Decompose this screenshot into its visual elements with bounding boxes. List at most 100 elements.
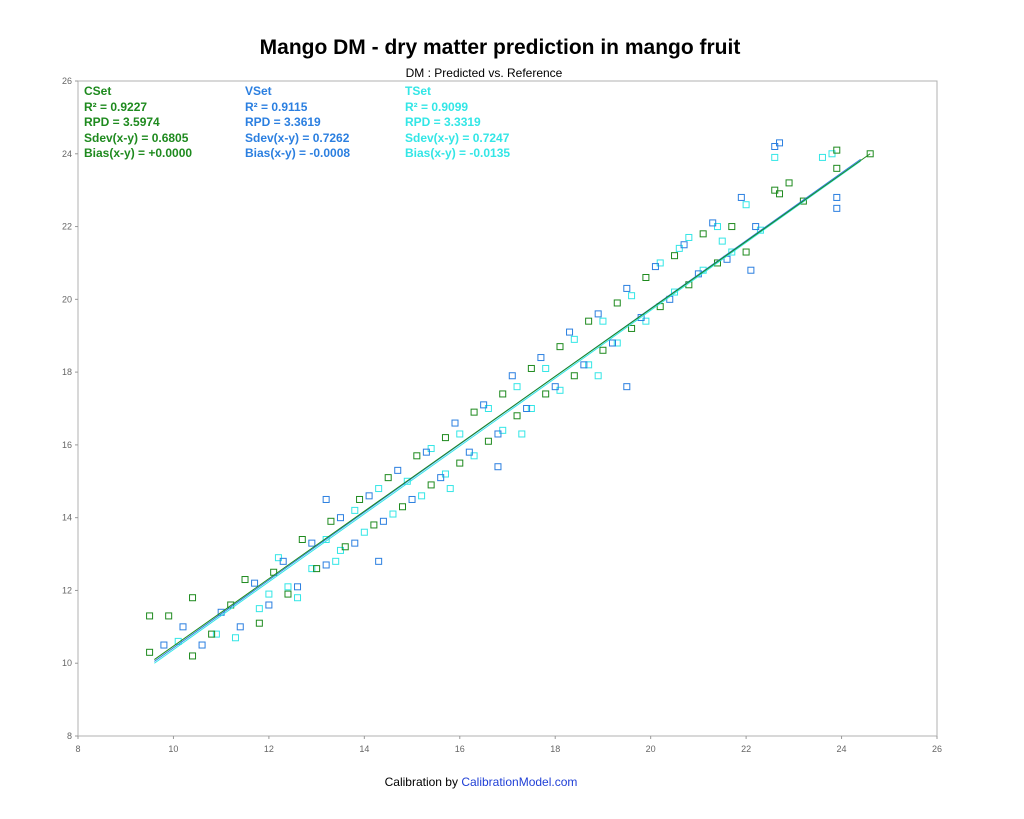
- y-tick-label: 24: [62, 149, 72, 159]
- point-tset: [685, 233, 693, 241]
- point-tset: [308, 565, 316, 573]
- point-tset: [484, 405, 492, 412]
- x-tick-label: 24: [837, 744, 847, 754]
- point-tset: [255, 605, 263, 613]
- point-tset: [389, 510, 397, 518]
- point-vset: [422, 448, 430, 456]
- point-vset: [623, 284, 631, 292]
- x-tick-label: 10: [168, 744, 178, 754]
- point-cset: [776, 190, 784, 198]
- point-vset: [465, 448, 473, 456]
- x-tick-label: 22: [741, 744, 751, 754]
- point-cset: [671, 252, 679, 260]
- point-cset: [499, 390, 507, 398]
- point-tset: [212, 630, 220, 638]
- point-cset: [866, 150, 874, 158]
- x-tick-label: 14: [359, 744, 369, 754]
- stats-cset-name: CSet: [84, 84, 112, 98]
- footer-prefix: Calibration by: [384, 775, 462, 789]
- point-vset: [279, 557, 287, 565]
- point-cset: [399, 503, 407, 511]
- stats-tset: TSet R² = 0.9099 RPD = 3.3319 Sdev(x-y) …: [405, 84, 510, 162]
- point-cset: [298, 536, 306, 543]
- data-points: [146, 139, 874, 660]
- stats-cset-rpd: RPD = 3.5974: [84, 115, 160, 129]
- point-cset: [384, 474, 392, 482]
- plot-area: [77, 80, 938, 737]
- point-cset: [241, 576, 249, 584]
- point-tset: [527, 405, 535, 412]
- calibrationmodel-link[interactable]: CalibrationModel.com: [461, 775, 578, 789]
- y-tick-label: 10: [62, 658, 72, 668]
- point-tset: [594, 372, 602, 380]
- point-vset: [179, 623, 187, 631]
- y-tick-label: 16: [62, 440, 72, 450]
- chart-subtitle: DM : Predicted vs. Reference: [405, 66, 563, 80]
- stats-tset-rpd: RPD = 3.3319: [405, 115, 481, 129]
- point-cset: [255, 619, 263, 627]
- point-vset: [737, 193, 745, 201]
- stats-vset: VSet R² = 0.9115 RPD = 3.3619 Sdev(x-y) …: [245, 84, 350, 162]
- point-cset: [327, 517, 335, 525]
- x-tick-label: 16: [455, 744, 465, 754]
- point-cset: [456, 459, 464, 467]
- point-tset: [375, 485, 383, 493]
- point-cset: [146, 648, 154, 656]
- point-tset: [642, 317, 650, 325]
- y-tick-label: 22: [62, 222, 72, 232]
- point-vset: [747, 266, 755, 274]
- x-tick-label: 12: [264, 744, 274, 754]
- y-tick-label: 14: [62, 513, 72, 523]
- point-cset: [208, 630, 216, 638]
- point-vset: [776, 139, 784, 147]
- footer: Calibration by CalibrationModel.com: [0, 775, 962, 789]
- point-tset: [351, 506, 359, 514]
- x-tick-label: 18: [550, 744, 560, 754]
- point-cset: [189, 594, 197, 602]
- point-vset: [480, 401, 488, 409]
- point-vset: [833, 204, 841, 212]
- point-vset: [508, 372, 516, 380]
- point-vset: [236, 623, 244, 631]
- point-tset: [456, 430, 464, 438]
- point-vset: [322, 495, 330, 503]
- x-axis-ticks: 8 10 12 14 16 18 20 22 24 26: [75, 736, 942, 754]
- point-cset: [470, 408, 478, 416]
- point-cset: [699, 230, 707, 238]
- point-cset: [728, 223, 736, 231]
- point-cset: [356, 495, 364, 503]
- point-tset: [294, 594, 302, 602]
- point-vset: [551, 383, 559, 391]
- point-vset: [651, 263, 659, 271]
- y-tick-label: 26: [62, 76, 72, 86]
- stats-cset-r2: R² = 0.9227: [84, 99, 148, 114]
- stats-vset-r2: R² = 0.9115: [245, 99, 308, 114]
- point-cset: [833, 146, 841, 154]
- x-tick-label: 26: [932, 744, 942, 754]
- point-tset: [360, 528, 368, 536]
- point-tset: [828, 150, 836, 158]
- point-tset: [336, 546, 344, 554]
- point-cset: [165, 612, 173, 620]
- point-vset: [394, 466, 402, 474]
- point-tset: [599, 317, 607, 325]
- point-vset: [494, 463, 502, 471]
- point-tset: [427, 445, 435, 453]
- x-tick-label: 20: [646, 744, 656, 754]
- point-vset: [265, 601, 273, 609]
- fit-line-cset: [154, 153, 871, 660]
- point-tset: [728, 248, 736, 256]
- point-vset: [365, 492, 373, 500]
- point-tset: [656, 259, 664, 267]
- point-tset: [441, 470, 449, 478]
- y-tick-label: 8: [67, 731, 72, 741]
- point-tset: [718, 237, 726, 245]
- point-vset: [833, 193, 841, 201]
- stats-cset-sdev: Sdev(x-y) = 0.6805: [84, 130, 189, 145]
- point-cset: [513, 412, 521, 420]
- point-tset: [585, 361, 593, 369]
- point-cset: [556, 343, 564, 351]
- stats-vset-bias: Bias(x-y) = -0.0008: [245, 146, 351, 160]
- point-vset: [709, 219, 717, 227]
- point-tset: [265, 590, 273, 598]
